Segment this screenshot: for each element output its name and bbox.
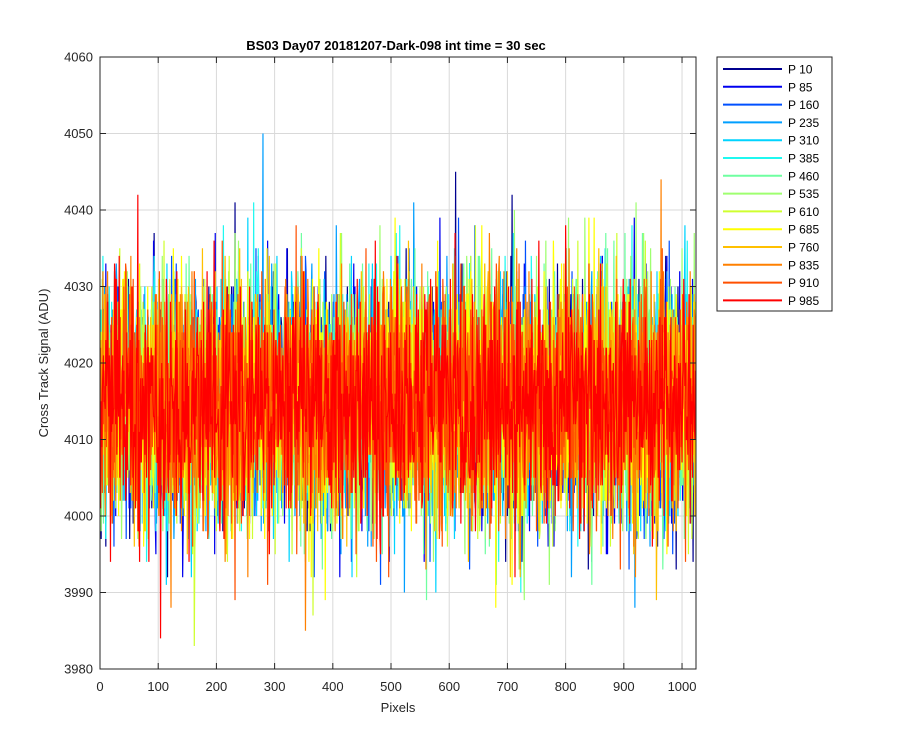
legend-label: P 160	[788, 98, 819, 112]
y-tick-label: 3980	[64, 662, 93, 677]
x-tick-label: 300	[264, 679, 286, 694]
x-tick-label: 800	[555, 679, 577, 694]
y-tick-label: 4020	[64, 356, 93, 371]
tick-layer: 0 100 200 300 400 500 600 700 800 900 1000 3980 3990…	[64, 50, 696, 695]
x-tick-label: 200	[206, 679, 228, 694]
series-line-p985	[100, 194, 696, 639]
legend-label: P 10	[788, 63, 813, 77]
x-tick-label: 900	[613, 679, 635, 694]
legend-label: P 310	[788, 134, 819, 148]
series-layer	[100, 133, 696, 647]
legend-box	[716, 56, 833, 312]
x-axis-label: Pixels	[381, 700, 416, 715]
y-tick-label: 4010	[64, 432, 93, 447]
legend-label: P 985	[788, 294, 819, 308]
legend-label: P 535	[788, 187, 819, 201]
legend-label: P 910	[788, 276, 819, 290]
y-tick-label: 4050	[64, 126, 93, 141]
x-tick-label: 500	[380, 679, 402, 694]
legend-label: P 235	[788, 116, 819, 130]
legend-label: P 85	[788, 80, 813, 94]
y-tick-label: 3990	[64, 585, 93, 600]
legend-label: P 610	[788, 205, 819, 219]
legend: P 10 P 85 P 160 P 235 P 310 P 385 P 460 P 535 P …	[716, 56, 833, 312]
y-axis-label: Cross Track Signal (ADU)	[36, 289, 51, 438]
x-tick-label: 400	[322, 679, 344, 694]
chart-title: BS03 Day07 20181207-Dark-098 int time = …	[246, 38, 546, 53]
x-tick-label: 100	[147, 679, 169, 694]
x-tick-label: 600	[438, 679, 460, 694]
y-tick-label: 4060	[64, 50, 93, 65]
legend-label: P 760	[788, 241, 819, 255]
legend-label: P 685	[788, 223, 819, 237]
x-tick-label: 700	[497, 679, 519, 694]
x-tick-label: 0	[96, 679, 103, 694]
y-tick-label: 4030	[64, 279, 93, 294]
y-tick-label: 4040	[64, 203, 93, 218]
legend-label: P 835	[788, 258, 819, 272]
y-tick-label: 4000	[64, 509, 93, 524]
legend-label: P 460	[788, 169, 819, 183]
legend-label: P 385	[788, 152, 819, 166]
x-tick-label: 1000	[668, 679, 697, 694]
